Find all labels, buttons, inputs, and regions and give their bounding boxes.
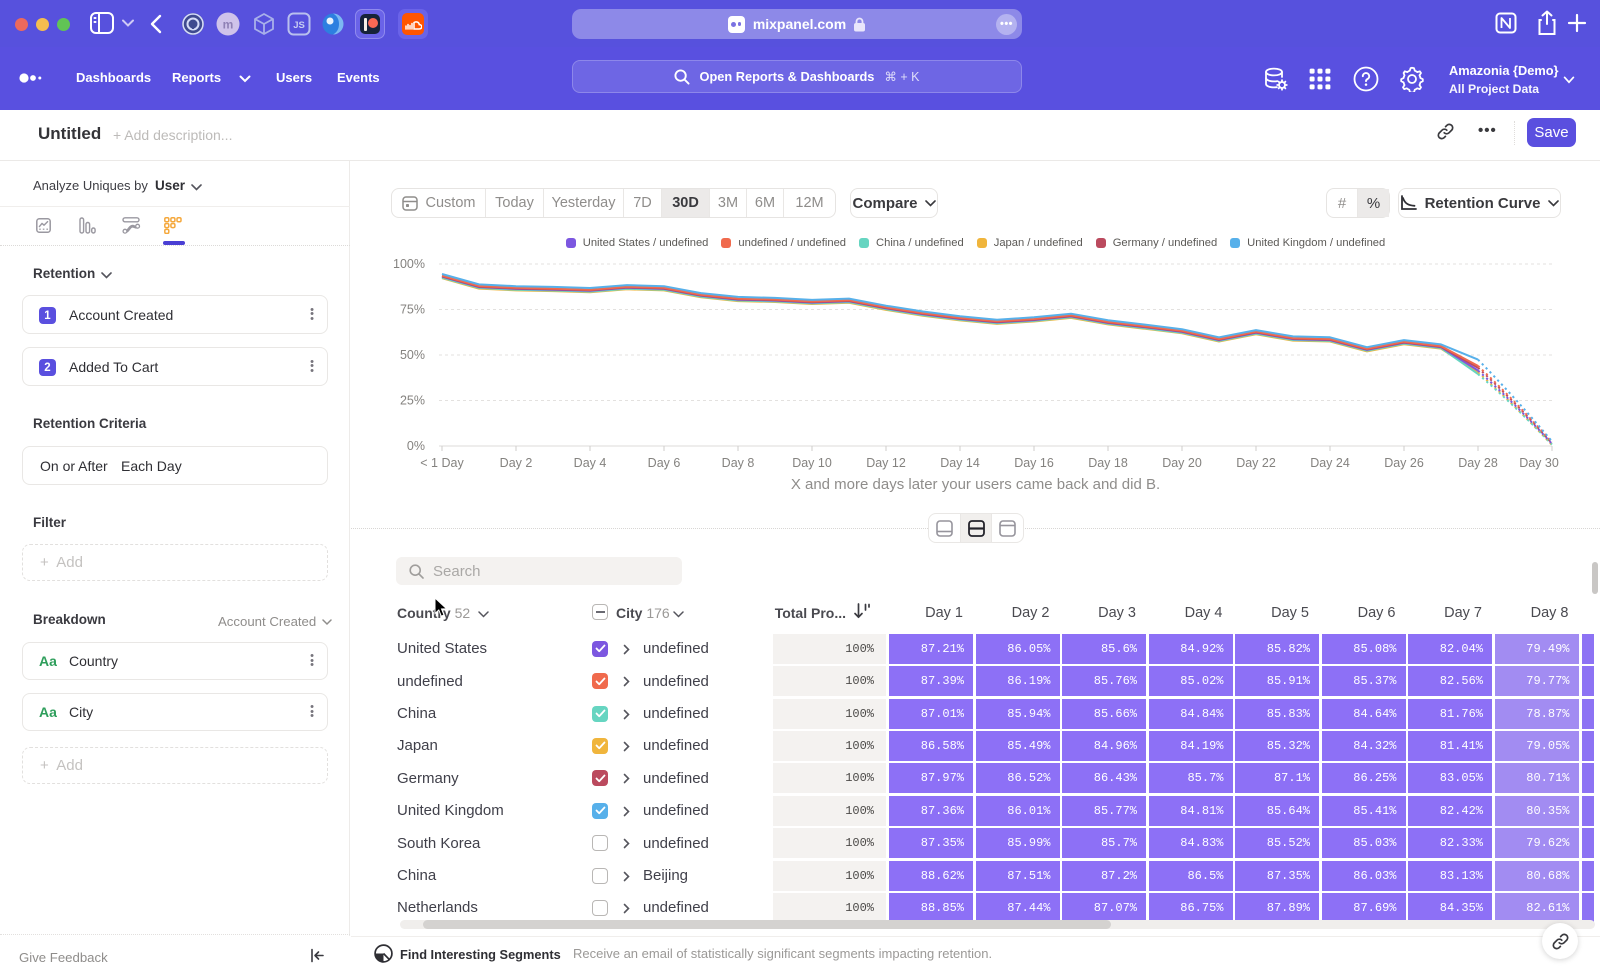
svg-text:Day 30: Day 30 [1519, 456, 1559, 470]
svg-text:Day 10: Day 10 [792, 456, 832, 470]
svg-text:Day 14: Day 14 [940, 456, 980, 470]
svg-text:JS: JS [293, 20, 305, 31]
svg-text:< 1 Day: < 1 Day [420, 456, 464, 470]
svg-text:Day 26: Day 26 [1384, 456, 1424, 470]
svg-text:75%: 75% [400, 303, 425, 317]
svg-text:0%: 0% [407, 439, 425, 453]
svg-text:50%: 50% [400, 348, 425, 362]
svg-text:100%: 100% [393, 257, 425, 271]
svg-text:Day 6: Day 6 [648, 456, 681, 470]
svg-text:Day 24: Day 24 [1310, 456, 1350, 470]
svg-text:Day 8: Day 8 [722, 456, 755, 470]
svg-text:Day 18: Day 18 [1088, 456, 1128, 470]
svg-text:Day 4: Day 4 [574, 456, 607, 470]
svg-text:Day 16: Day 16 [1014, 456, 1054, 470]
svg-text:m: m [223, 18, 234, 32]
svg-text:Day 22: Day 22 [1236, 456, 1276, 470]
svg-text:Day 20: Day 20 [1162, 456, 1202, 470]
svg-text:25%: 25% [400, 394, 425, 408]
svg-text:Day 28: Day 28 [1458, 456, 1498, 470]
svg-text:Day 12: Day 12 [866, 456, 906, 470]
svg-text:Day 2: Day 2 [500, 456, 533, 470]
